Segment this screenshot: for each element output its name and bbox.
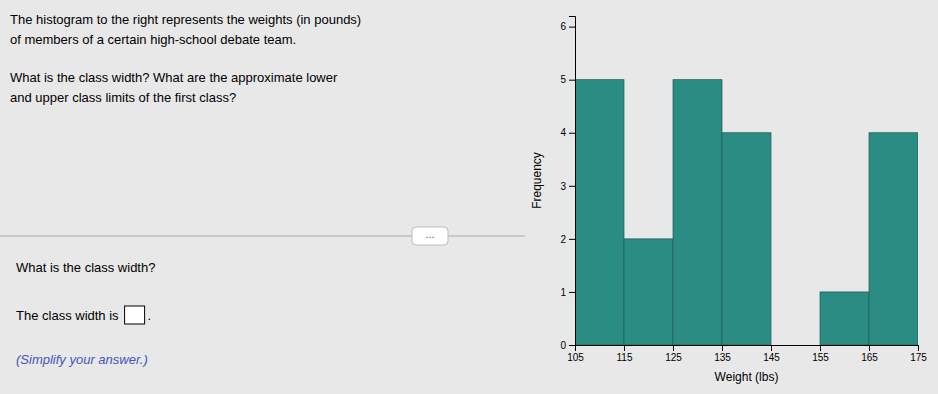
ellipsis-text[interactable]: ... bbox=[425, 228, 434, 240]
y-axis-tick-label: 3 bbox=[560, 181, 566, 192]
page: The histogram to the right represents th… bbox=[0, 0, 938, 394]
y-axis-tick-mark bbox=[569, 239, 575, 240]
x-axis-tick-mark bbox=[869, 345, 870, 351]
y-axis-tick: 6 bbox=[560, 21, 575, 32]
intro-text: of members of a certain high-school deba… bbox=[10, 32, 296, 47]
x-axis-tick: 145 bbox=[763, 345, 780, 363]
x-axis-tick-label: 125 bbox=[665, 352, 682, 363]
y-axis-title: Frequency bbox=[530, 152, 544, 209]
x-axis-tick-label: 135 bbox=[714, 352, 731, 363]
x-axis-tick-label: 165 bbox=[861, 352, 878, 363]
y-axis-tick-label: 1 bbox=[560, 287, 566, 298]
histogram-bar bbox=[722, 133, 771, 345]
y-axis-tick: 5 bbox=[560, 74, 575, 85]
x-axis-tick: 165 bbox=[861, 345, 878, 363]
x-axis-tick: 125 bbox=[665, 345, 682, 363]
answer-text: The class width is bbox=[16, 308, 119, 323]
x-axis-tick: 115 bbox=[617, 345, 633, 363]
ellipsis-button[interactable]: ... bbox=[412, 227, 448, 245]
y-axis-tick: 4 bbox=[560, 127, 575, 138]
ellipsis-box[interactable] bbox=[412, 227, 448, 245]
x-axis-tick-mark bbox=[771, 345, 772, 351]
y-axis-tick-mark bbox=[569, 80, 575, 81]
intro-text: The histogram to the right represents th… bbox=[10, 12, 361, 27]
x-axis-tick: 105 bbox=[567, 345, 584, 363]
y-axis-tick: 3 bbox=[560, 181, 575, 192]
x-axis-tick-mark bbox=[918, 345, 919, 351]
answer-box[interactable] bbox=[125, 306, 145, 324]
y-axis-tick-label: 4 bbox=[560, 127, 566, 138]
y-axis-tick-mark bbox=[569, 27, 575, 28]
x-axis: 105 115 125 135 145 155 165 175 bbox=[567, 345, 927, 363]
hint-text: (Simplify your answer.) bbox=[16, 352, 148, 367]
y-axis-tick-mark bbox=[569, 292, 575, 293]
x-axis-tick-label: 145 bbox=[763, 352, 780, 363]
y-axis-tick: 1 bbox=[560, 287, 575, 298]
x-axis-tick-mark bbox=[673, 345, 674, 351]
histogram-bar bbox=[869, 133, 918, 345]
y-axis-tick-mark bbox=[569, 345, 575, 346]
histogram-bar bbox=[575, 80, 624, 345]
x-axis-title: Weight (lbs) bbox=[715, 370, 779, 384]
histogram-bar bbox=[820, 292, 869, 345]
x-axis-tick-label: 105 bbox=[567, 352, 584, 363]
y-axis-tick: 0 bbox=[560, 340, 575, 351]
x-axis-tick-label: 155 bbox=[812, 352, 829, 363]
question-text: What is the class width? bbox=[16, 260, 155, 275]
x-axis-tick: 175 bbox=[910, 345, 927, 363]
x-axis-tick-mark bbox=[722, 345, 723, 351]
y-axis-tick-mark bbox=[569, 133, 575, 134]
histogram-bar bbox=[771, 345, 820, 346]
bars bbox=[575, 80, 918, 345]
intro-text: What is the class width? What are the ap… bbox=[10, 70, 338, 85]
x-axis-tick: 135 bbox=[714, 345, 731, 363]
y-axis-line bbox=[569, 17, 576, 346]
intro-text: and upper class limits of the first clas… bbox=[10, 90, 236, 105]
x-axis-tick: 155 bbox=[812, 345, 829, 363]
y-axis-tick-label: 2 bbox=[560, 234, 566, 245]
x-axis-tick-mark bbox=[624, 345, 625, 351]
y-axis-tick-mark bbox=[569, 186, 575, 187]
histogram-bar bbox=[624, 239, 673, 345]
x-axis-tick-mark bbox=[820, 345, 821, 351]
y-axis: 0 1 2 3 4 5 6 bbox=[560, 17, 575, 351]
x-axis-tick-label: 175 bbox=[910, 352, 927, 363]
y-axis-tick-label: 5 bbox=[560, 74, 566, 85]
x-axis-line bbox=[576, 346, 919, 352]
histogram-bar bbox=[673, 80, 722, 345]
x-axis-tick-label: 115 bbox=[617, 352, 633, 363]
y-axis-tick-label: 0 bbox=[560, 340, 566, 351]
y-axis-tick: 2 bbox=[560, 234, 575, 245]
y-axis-tick-label: 6 bbox=[560, 21, 566, 32]
answer-text: . bbox=[148, 308, 152, 323]
